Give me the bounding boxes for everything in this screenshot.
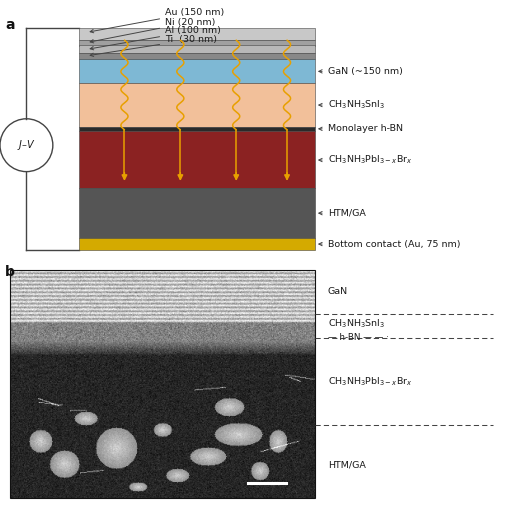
Text: Au (150 nm): Au (150 nm): [90, 8, 225, 33]
Bar: [79, 53, 315, 59]
Bar: [79, 39, 315, 46]
Text: CH$_3$NH$_3$SnI$_3$: CH$_3$NH$_3$SnI$_3$: [319, 99, 385, 111]
Bar: [79, 83, 315, 127]
Text: Monolayer h-BN: Monolayer h-BN: [319, 124, 403, 133]
Text: Al (100 nm): Al (100 nm): [90, 26, 221, 50]
Bar: [10, 270, 315, 498]
Text: CH$_3$NH$_3$PbI$_{3-x}$Br$_x$: CH$_3$NH$_3$PbI$_{3-x}$Br$_x$: [328, 375, 412, 388]
Bar: [79, 28, 315, 40]
Text: CH$_3$NH$_3$PbI$_{3-x}$Br$_x$: CH$_3$NH$_3$PbI$_{3-x}$Br$_x$: [319, 154, 412, 166]
Text: HTM/GA: HTM/GA: [319, 209, 366, 218]
Bar: [79, 59, 315, 83]
Bar: [79, 188, 315, 238]
Bar: [79, 131, 315, 188]
Text: $J$–$V$: $J$–$V$: [17, 138, 36, 152]
Text: Bottom contact (Au, 75 nm): Bottom contact (Au, 75 nm): [319, 239, 460, 248]
Text: b: b: [5, 265, 15, 279]
Bar: [79, 238, 315, 250]
Text: Ni (20 nm): Ni (20 nm): [90, 18, 215, 43]
Text: HTM/GA: HTM/GA: [328, 461, 366, 470]
Bar: [79, 45, 315, 53]
Text: Ti  (30 nm): Ti (30 nm): [90, 35, 217, 57]
Text: — h-BN — — ·: — h-BN — — ·: [328, 333, 389, 342]
Bar: [79, 127, 315, 131]
Text: GaN: GaN: [328, 287, 348, 296]
Text: CH$_3$NH$_3$SnI$_3$: CH$_3$NH$_3$SnI$_3$: [328, 318, 385, 330]
Text: GaN (~150 nm): GaN (~150 nm): [319, 67, 402, 76]
Text: a: a: [5, 18, 15, 32]
